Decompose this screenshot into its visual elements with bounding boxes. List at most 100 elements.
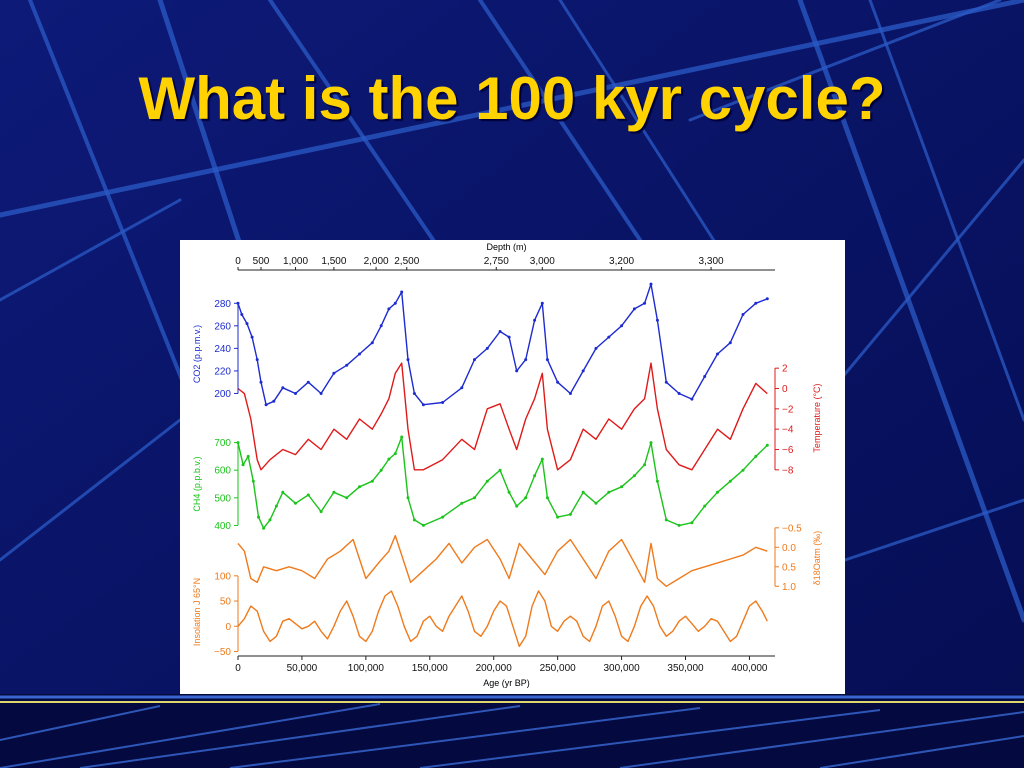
ch4-point bbox=[421, 523, 425, 527]
vostok-figure: Depth (m) 0 500 1,000 1,500 2,000 2,500 2,750 3… bbox=[180, 240, 845, 694]
ch4-point bbox=[473, 496, 476, 500]
ch4-point bbox=[620, 485, 624, 489]
ch4-point bbox=[765, 443, 769, 447]
ch4-point bbox=[251, 479, 255, 483]
co2-point bbox=[594, 346, 598, 350]
co2-point bbox=[754, 301, 758, 305]
ch4-point bbox=[274, 504, 278, 508]
co2-point bbox=[259, 380, 263, 384]
insolation-axis-label: Insolation J 65°N bbox=[192, 578, 202, 646]
ch4-point bbox=[345, 496, 349, 500]
co2-point bbox=[294, 392, 297, 395]
co2-point bbox=[524, 358, 528, 362]
side-axes: 200 220 240 260 280 CO2 (p.p.m.v.) 2 0 −2 −4 −6 −8 T… bbox=[192, 299, 822, 658]
depth-tick-label: 500 bbox=[253, 256, 270, 267]
ch4-point bbox=[268, 518, 272, 522]
ch4-point bbox=[690, 521, 694, 525]
co2-point bbox=[345, 363, 349, 367]
co2-point bbox=[255, 358, 259, 362]
age-axis: Age (yr BP) 0 50,000 100,000 150,000 200,000… bbox=[235, 655, 775, 688]
depth-tick-label: 2,500 bbox=[394, 256, 419, 267]
co2-point bbox=[568, 392, 572, 395]
co2-point bbox=[393, 301, 397, 305]
co2-tick-label: 240 bbox=[214, 344, 231, 355]
age-tick-label: 0 bbox=[235, 663, 241, 674]
co2-point bbox=[485, 346, 489, 350]
ch4-point bbox=[498, 468, 502, 472]
ch4-axis-label: CH4 (p.p.b.v.) bbox=[192, 456, 202, 511]
ch4-point bbox=[332, 490, 336, 494]
ch4-tick-label: 600 bbox=[214, 466, 231, 477]
co2-point bbox=[460, 386, 464, 390]
insolation-tick-label: 100 bbox=[214, 571, 231, 582]
d18o-axis-label: δ18Oatm (‰) bbox=[812, 531, 822, 586]
co2-point bbox=[515, 369, 519, 373]
ch4-point bbox=[393, 452, 397, 456]
ch4-point bbox=[515, 504, 519, 508]
co2-point bbox=[556, 380, 560, 384]
ch4-tick-label: 400 bbox=[214, 521, 231, 532]
ch4-point bbox=[643, 463, 647, 467]
temperature-tick-label: 0 bbox=[782, 384, 788, 395]
co2-point bbox=[545, 358, 549, 362]
co2-point bbox=[533, 318, 537, 322]
co2-tick-label: 200 bbox=[214, 389, 231, 400]
co2-point bbox=[581, 369, 585, 373]
ch4-point bbox=[655, 479, 659, 483]
insolation-series-line bbox=[237, 590, 768, 648]
co2-tick-label: 260 bbox=[214, 321, 231, 332]
vostok-chart: Depth (m) 0 500 1,000 1,500 2,000 2,500 2,750 3… bbox=[192, 242, 822, 688]
age-tick-label: 350,000 bbox=[667, 663, 704, 674]
co2-point bbox=[473, 358, 476, 362]
co2-point bbox=[620, 324, 624, 328]
co2-point bbox=[649, 282, 653, 286]
co2-point bbox=[281, 386, 285, 390]
ch4-point bbox=[649, 441, 653, 445]
ch4-point bbox=[728, 479, 732, 483]
co2-point bbox=[498, 330, 502, 333]
ch4-point bbox=[460, 501, 464, 505]
co2-point bbox=[765, 297, 769, 301]
d18o-tick-label: 0.5 bbox=[782, 562, 796, 573]
d18o-series-line bbox=[237, 534, 768, 587]
ch4-point bbox=[607, 490, 611, 494]
depth-tick-label: 1,500 bbox=[321, 256, 346, 267]
depth-tick-label: 2,750 bbox=[484, 256, 509, 267]
ch4-point bbox=[507, 490, 511, 494]
ch4-point bbox=[262, 526, 266, 530]
co2-point bbox=[406, 358, 410, 362]
age-tick-label: 250,000 bbox=[540, 663, 577, 674]
co2-point bbox=[272, 399, 276, 403]
co2-point bbox=[540, 301, 544, 305]
ch4-point bbox=[294, 501, 297, 505]
age-tick-label: 50,000 bbox=[287, 663, 318, 674]
temperature-tick-label: −4 bbox=[782, 425, 794, 436]
temperature-tick-label: −8 bbox=[782, 465, 794, 476]
co2-point bbox=[507, 335, 511, 339]
ch4-point bbox=[246, 454, 250, 458]
co2-point bbox=[655, 318, 659, 322]
ch4-series-line bbox=[237, 436, 768, 529]
co2-point bbox=[379, 324, 383, 328]
co2-point bbox=[643, 301, 647, 305]
co2-point bbox=[607, 335, 611, 339]
co2-point bbox=[387, 307, 391, 311]
co2-point bbox=[632, 307, 636, 311]
co2-tick-label: 280 bbox=[214, 299, 231, 310]
temperature-tick-label: −6 bbox=[782, 445, 794, 456]
slide-title: What is the 100 kyr cycle? bbox=[138, 65, 886, 132]
d18o-tick-label: −0.5 bbox=[782, 523, 802, 534]
temperature-tick-label: −2 bbox=[782, 404, 794, 415]
ch4-point bbox=[568, 512, 572, 516]
ch4-point bbox=[400, 435, 404, 439]
co2-point bbox=[664, 380, 668, 384]
co2-point bbox=[421, 403, 425, 407]
ch4-point bbox=[406, 496, 410, 500]
ch4-point bbox=[412, 518, 416, 522]
insolation-tick-label: −50 bbox=[214, 647, 231, 658]
age-tick-label: 300,000 bbox=[603, 663, 640, 674]
ch4-point bbox=[319, 510, 323, 514]
co2-point bbox=[358, 352, 361, 356]
depth-tick-label: 1,000 bbox=[283, 256, 308, 267]
co2-point bbox=[332, 371, 336, 375]
